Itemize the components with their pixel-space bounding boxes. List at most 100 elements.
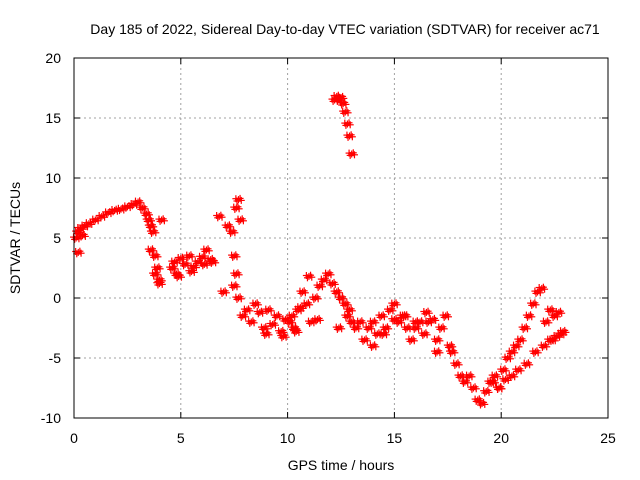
data-point-marker	[250, 319, 258, 327]
data-point-marker	[436, 349, 444, 357]
data-point-marker	[514, 335, 522, 343]
data-point-marker	[401, 323, 409, 331]
data-point-marker	[418, 329, 426, 337]
data-point-marker	[254, 301, 262, 309]
data-point-marker	[366, 317, 374, 325]
data-point-marker	[149, 251, 157, 259]
data-point-marker	[346, 313, 354, 321]
data-point-marker	[371, 329, 379, 337]
data-point-marker	[148, 217, 156, 225]
data-point-marker	[172, 272, 180, 279]
data-point-marker	[230, 203, 238, 211]
data-point-marker	[518, 323, 526, 331]
data-point-marker	[449, 343, 457, 351]
data-point-marker	[322, 269, 330, 277]
data-point-marker	[334, 293, 342, 301]
data-point-marker	[246, 307, 254, 315]
data-point-marker	[309, 293, 317, 301]
data-point-marker	[480, 387, 488, 395]
data-point-marker	[253, 308, 261, 315]
data-point-marker	[532, 301, 540, 309]
data-point-marker	[150, 223, 158, 231]
data-point-marker	[263, 325, 271, 333]
data-point-marker	[529, 347, 537, 355]
data-point-marker	[235, 205, 243, 213]
data-point-marker	[345, 317, 353, 325]
data-point-marker	[431, 347, 439, 355]
data-point-marker	[330, 287, 338, 295]
data-point-marker	[152, 229, 160, 237]
data-point-marker	[472, 385, 480, 393]
data-point-marker	[76, 231, 84, 239]
y-tick-label: 10	[45, 170, 61, 186]
data-point-marker	[343, 131, 351, 139]
data-point-marker	[330, 92, 338, 99]
data-point-marker	[232, 293, 240, 301]
data-point-marker	[362, 323, 370, 331]
data-point-marker	[232, 195, 240, 203]
data-point-marker	[221, 221, 229, 229]
data-point-marker	[522, 311, 530, 319]
plot-frame	[73, 57, 609, 419]
data-point-marker	[95, 212, 103, 219]
data-point-marker	[358, 335, 366, 343]
data-point-marker	[415, 319, 423, 327]
data-point-marker	[492, 383, 500, 391]
data-point-marker	[451, 349, 459, 357]
data-point-marker	[262, 305, 270, 313]
data-point-marker	[188, 253, 196, 261]
data-point-marker	[267, 307, 275, 315]
data-point-marker	[331, 280, 339, 288]
data-point-marker	[463, 371, 471, 379]
data-point-marker	[154, 253, 162, 261]
data-point-marker	[405, 335, 413, 343]
data-point-marker	[359, 319, 367, 327]
data-point-marker	[471, 395, 479, 403]
data-point-marker	[233, 283, 241, 291]
data-point-marker	[344, 109, 352, 117]
data-point-marker	[384, 305, 392, 313]
x-tick-labels: 0 5 10 15 20 25	[70, 430, 616, 446]
data-point-marker	[227, 223, 235, 231]
data-point-marker	[537, 341, 545, 349]
data-point-marker	[556, 333, 564, 341]
data-point-marker	[171, 265, 179, 273]
data-point-marker	[523, 325, 531, 333]
data-point-marker	[136, 203, 144, 211]
data-point-marker	[426, 315, 434, 323]
data-point-marker	[81, 232, 89, 240]
data-point-marker	[196, 252, 204, 260]
y-tick-label: -5	[49, 350, 62, 366]
data-point-marker	[340, 295, 348, 303]
data-point-marker	[180, 255, 188, 263]
data-point-marker	[228, 281, 236, 289]
data-point-marker	[340, 94, 348, 102]
y-tick-label: 0	[53, 290, 61, 306]
data-point-marker	[475, 399, 483, 407]
data-point-marker	[339, 107, 347, 115]
data-point-marker	[393, 301, 401, 309]
data-point-marker	[239, 217, 247, 225]
data-point-marker	[519, 337, 527, 345]
data-point-marker	[454, 371, 462, 379]
data-point-marker	[201, 254, 209, 262]
data-point-marker	[502, 367, 510, 375]
data-point-marker	[316, 316, 324, 324]
data-point-marker	[245, 317, 253, 325]
data-point-marker	[431, 335, 439, 343]
data-point-marker	[217, 287, 225, 295]
data-point-marker	[363, 337, 371, 345]
data-point-marker	[72, 227, 80, 235]
data-point-marker	[326, 279, 334, 287]
data-point-marker	[393, 316, 401, 324]
data-point-marker	[140, 209, 148, 217]
data-point-marker	[72, 248, 80, 255]
data-point-marker	[527, 299, 535, 307]
data-point-marker	[258, 323, 266, 331]
data-point-marker	[237, 295, 245, 303]
data-point-marker	[380, 313, 388, 321]
data-point-marker	[265, 331, 273, 339]
x-tick-label: 25	[600, 430, 616, 446]
data-point-marker	[336, 289, 344, 297]
data-point-marker	[491, 379, 499, 387]
